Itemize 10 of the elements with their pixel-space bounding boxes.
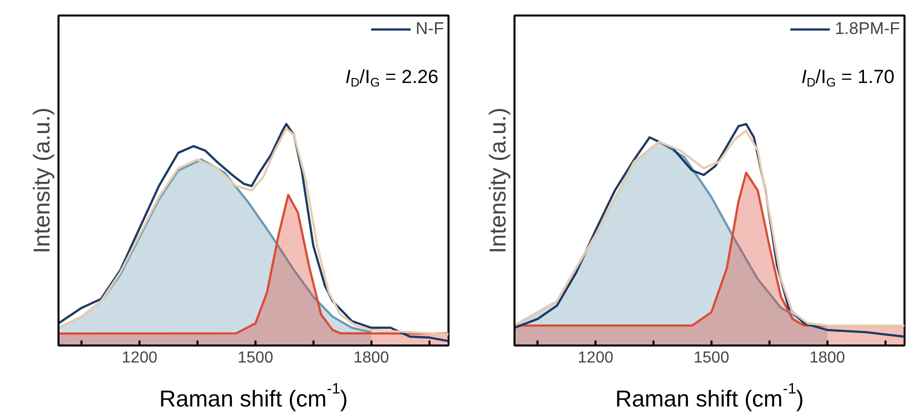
y-axis-title: Intensity (a.u.)	[28, 108, 54, 254]
y-axis-title: Intensity (a.u.)	[484, 108, 510, 254]
legend-label: N-F	[416, 19, 444, 39]
x-tick-label: 1200	[578, 350, 614, 366]
x-tick-label: 1800	[353, 350, 390, 366]
x-tick-label: 1200	[122, 350, 158, 366]
legend-label: 1.8PM-F	[834, 19, 900, 39]
x-tick-label: 1500	[238, 350, 274, 366]
x-tick-label: 1500	[694, 350, 730, 366]
x-tick-label: 1800	[809, 350, 846, 366]
